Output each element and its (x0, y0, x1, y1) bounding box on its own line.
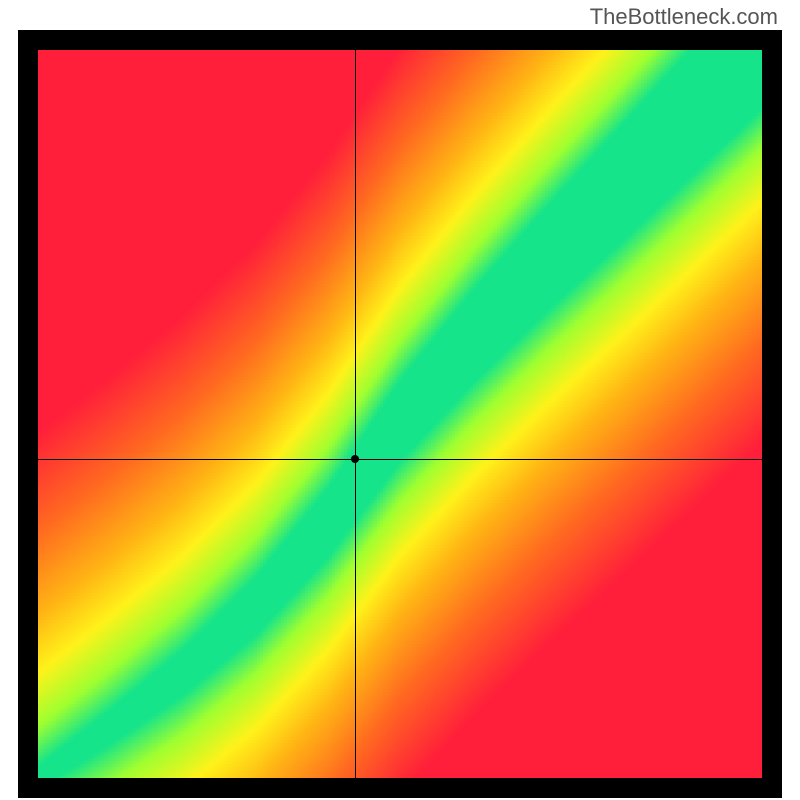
chart-container: TheBottleneck.com (0, 0, 800, 800)
plot-area (38, 50, 762, 778)
bottleneck-heatmap (38, 50, 762, 778)
selected-point-marker (351, 455, 359, 463)
crosshair-horizontal (38, 459, 762, 460)
crosshair-vertical (355, 50, 356, 778)
attribution-text: TheBottleneck.com (590, 4, 778, 30)
